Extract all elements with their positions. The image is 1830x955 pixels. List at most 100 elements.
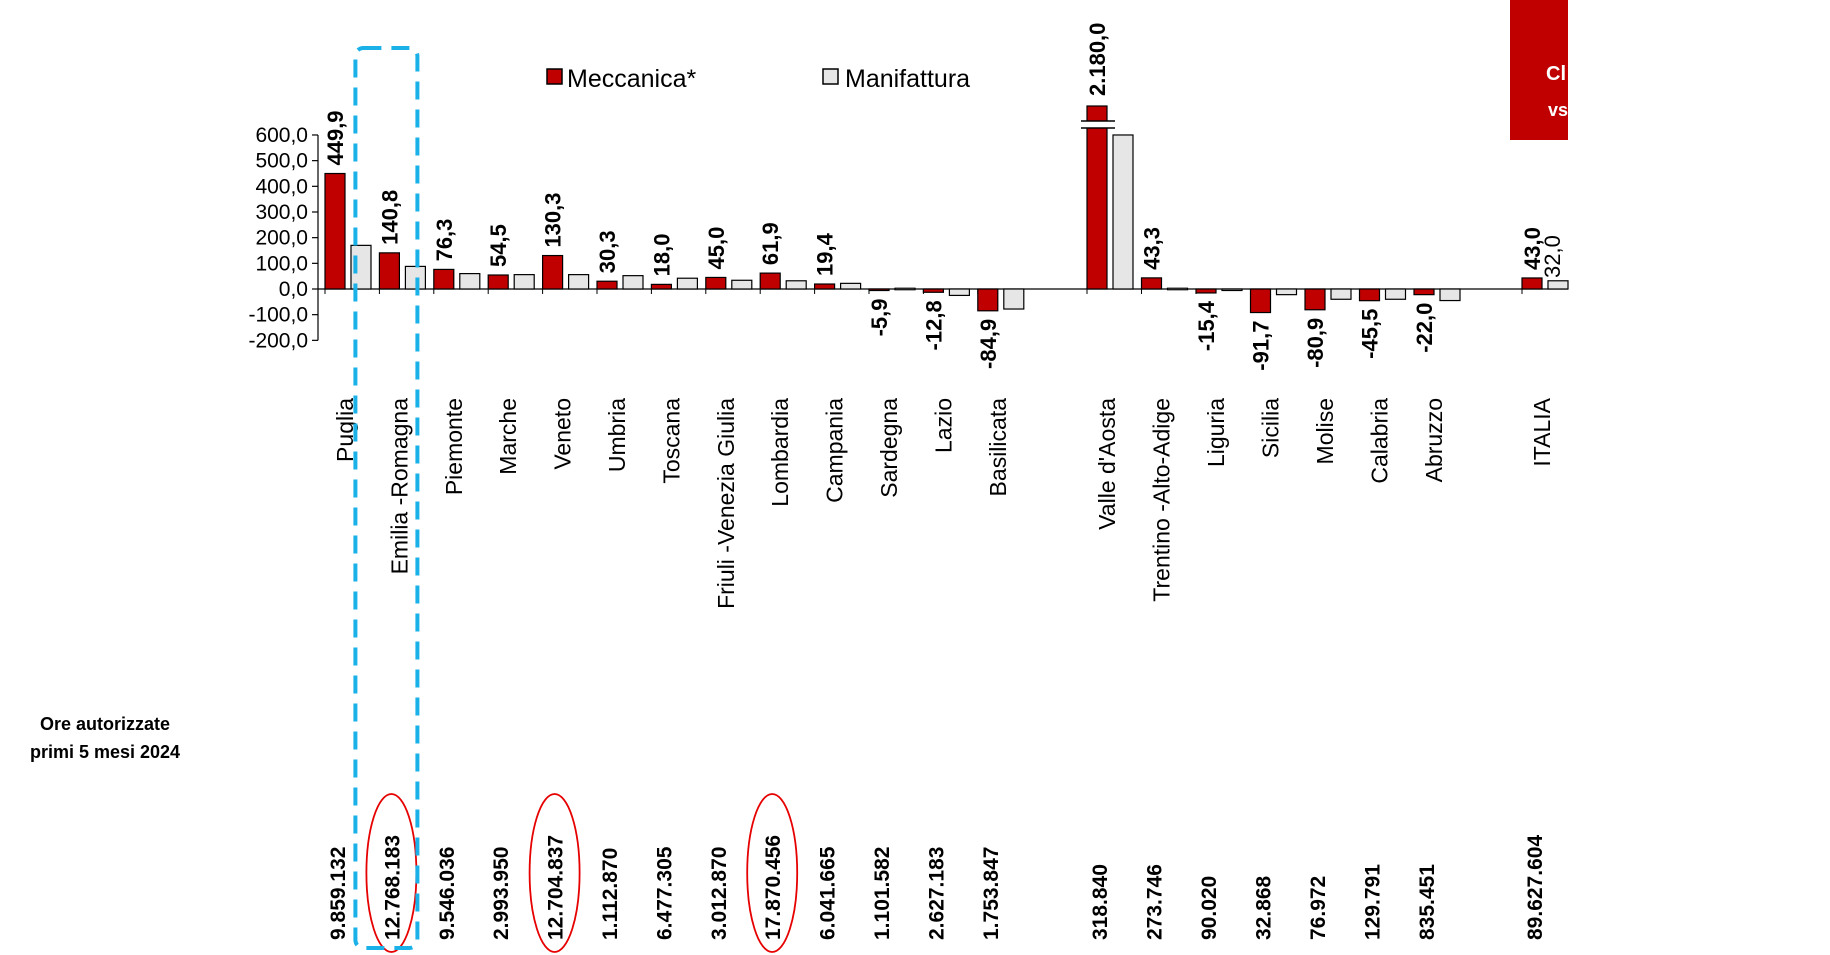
value-label: 140,8 [377,190,402,245]
region-label: Veneto [550,398,576,470]
region-label: Piemonte [441,398,467,495]
hours-label: 89.627.604 [1524,835,1547,940]
bar-meccanica [1358,288,1381,302]
value-label: 449,9 [323,110,348,165]
value-label: -80,9 [1303,318,1328,368]
corner-box-line1: Cl [1546,63,1566,85]
value-label: 43,3 [1140,227,1165,270]
hours-label: 835.451 [1416,864,1439,940]
bar-meccanica [541,254,564,290]
value-label: 45,0 [704,227,729,270]
legend: Meccanica* Manifattura [546,65,970,93]
hours-label: 6.477.305 [653,846,676,940]
value-label: 54,5 [486,224,511,267]
hours-label: 6.041.665 [817,846,840,940]
side-note-line1: Ore autorizzate [40,714,170,734]
region-label: Valle d'Aosta [1094,398,1120,530]
region-label: ITALIA [1529,397,1555,466]
bar-manifattura [676,277,699,290]
bar-manifattura [1275,288,1298,296]
hours-label: 76.972 [1307,876,1330,940]
overlay-layer [353,46,799,953]
y-tick-label: 200,0 [255,227,308,250]
bar-manifattura [948,288,971,297]
value-label: -15,4 [1194,300,1219,351]
axis-break-gap [1081,121,1115,128]
value-label: 130,3 [541,192,566,247]
y-tick-label: 300,0 [255,201,308,224]
bar-manifattura [513,274,535,290]
bar-manifattura [1112,134,1134,290]
bar-meccanica [596,280,618,290]
value-label: 30,3 [595,230,620,273]
region-label: Liguria [1203,398,1229,467]
region-label: Lazio [930,398,956,453]
value-label: -12,8 [921,300,946,350]
legend-swatch-meccanica [546,68,563,85]
bar-manifattura [785,280,807,290]
value-label: -91,7 [1249,321,1274,371]
y-tick-label: 100,0 [255,252,308,275]
bar-manifattura [1384,288,1407,300]
hours-label: 90.020 [1198,876,1221,940]
y-tick-label: -100,0 [248,304,308,327]
value-label: -22,0 [1412,303,1437,353]
y-tick-label: 400,0 [255,175,308,198]
bar-meccanica [1304,288,1326,311]
region-label: Campania [822,398,848,503]
hours-label: 318.840 [1089,864,1112,940]
region-label: Trentino -Alto-Adige [1149,398,1175,602]
bar-manifattura [1439,288,1461,302]
value-label: 18,0 [649,234,674,277]
hours-label: 32.868 [1253,875,1276,940]
bar-manifattura [1003,288,1025,310]
bar-manifattura [839,282,862,290]
hours-label: 9.546.036 [436,847,459,940]
value-label-secondary: 32,0 [1540,235,1565,278]
region-label: Calabria [1367,398,1393,484]
hours-label: 9.859.132 [327,847,350,940]
hours-label: 2.627.183 [925,847,948,940]
value-label: -45,5 [1358,309,1383,359]
hours-label: 273.746 [1144,864,1167,940]
hours-label: 17.870.456 [762,835,785,940]
bar-meccanica [650,283,673,290]
region-label: Molise [1312,398,1338,464]
y-tick-label: 0,0 [279,278,308,301]
region-label: Sardegna [876,398,902,498]
bar-meccanica [1413,288,1435,296]
value-label: 19,4 [813,232,838,276]
bar-meccanica [813,283,836,290]
highlight-ellipse [746,793,799,953]
value-label: -84,9 [976,319,1001,369]
bar-manifattura [1166,287,1189,291]
hours-label: 1.753.847 [980,847,1003,940]
hours-label: 3.012.870 [708,847,731,940]
legend-label-meccanica: Meccanica* [567,65,696,93]
bar-meccanica [1195,288,1217,294]
bar-meccanica [1140,277,1163,290]
legend-swatch-manifattura [822,68,839,85]
bar-meccanica [977,288,999,312]
corner-box-bg [1510,0,1568,140]
bar-manifattura [1547,280,1569,290]
value-label: 43,0 [1520,227,1545,270]
region-label: Sicilia [1258,398,1284,458]
bar-manifattura [622,275,644,290]
bar-manifattura [731,279,753,290]
region-label: Toscana [658,398,684,484]
legend-label-manifattura: Manifattura [845,65,970,93]
y-tick-label: -200,0 [248,329,308,352]
bar-meccanica [378,252,400,290]
region-label: Abruzzo [1421,398,1447,482]
bar-meccanica [487,274,509,290]
bar-manifattura [1330,288,1352,300]
y-tick-label: 600,0 [255,124,308,147]
bar-meccanica [705,276,727,290]
region-label: Lombardia [767,398,793,507]
bar-manifattura [459,272,481,290]
bar-meccanica [922,288,945,293]
y-tick-label: 500,0 [255,150,308,173]
